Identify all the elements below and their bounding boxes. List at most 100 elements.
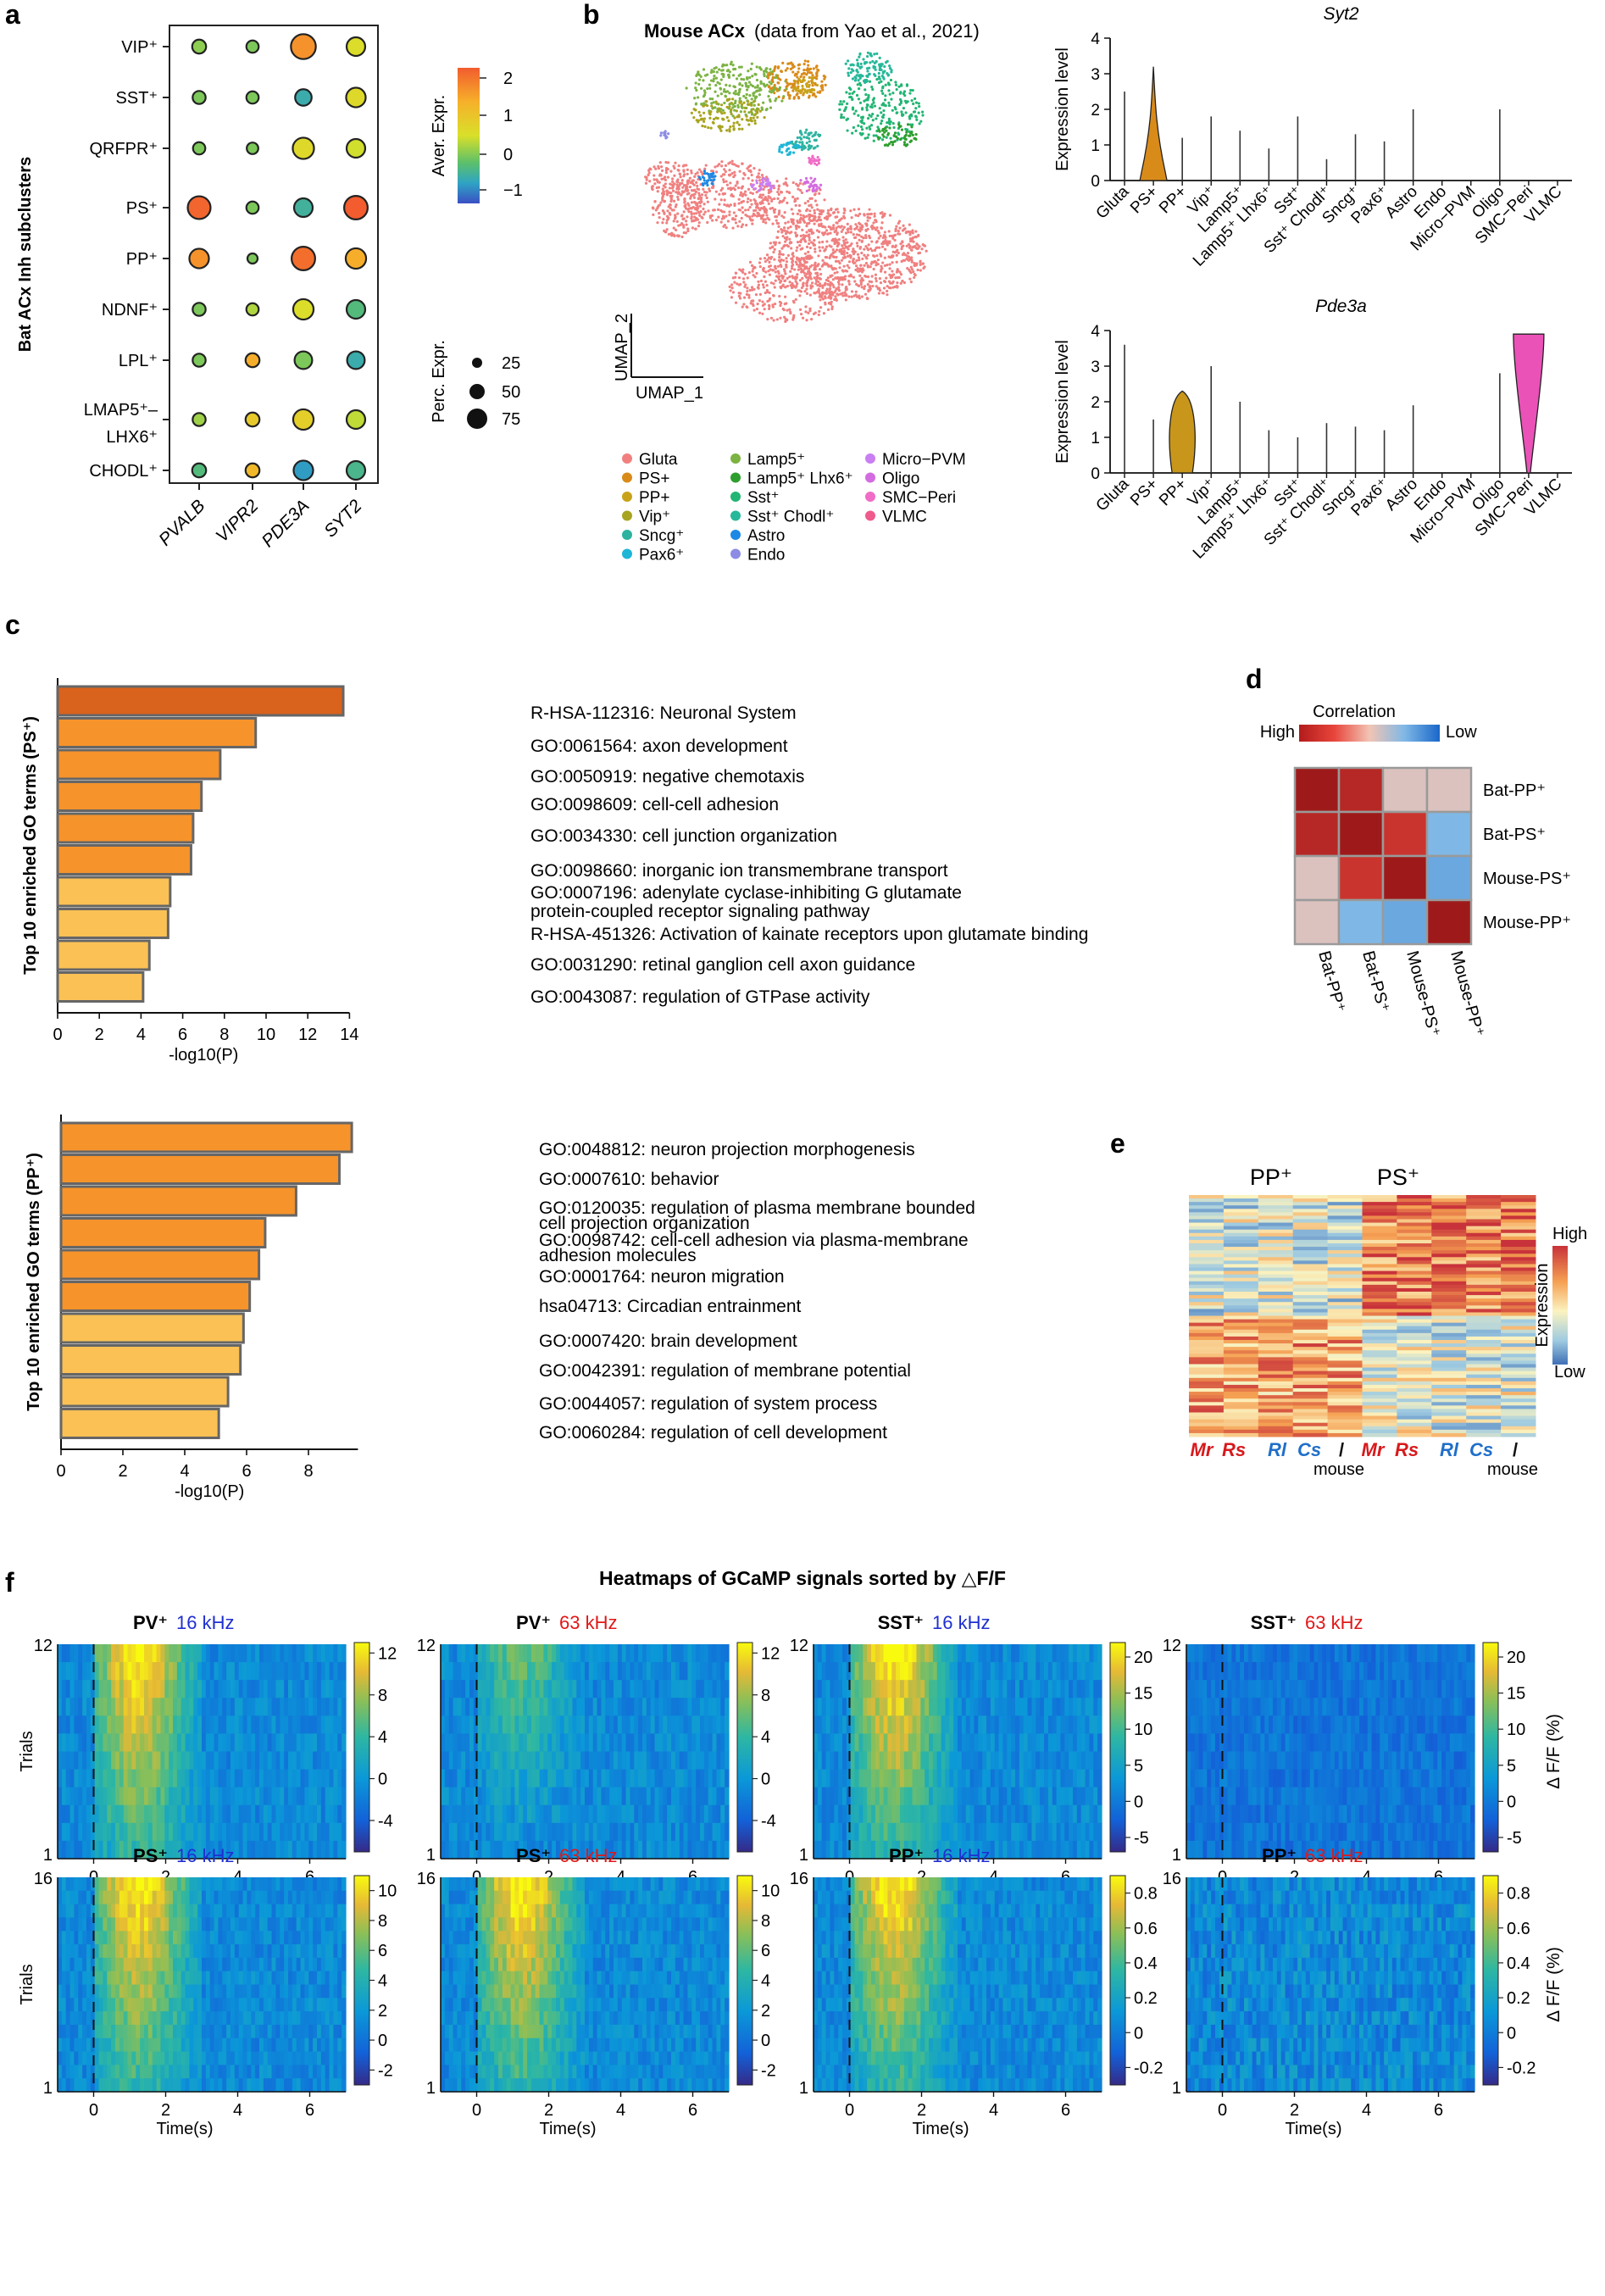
- umap-point: [864, 245, 868, 248]
- expr-cell: [1397, 1432, 1432, 1437]
- gcamp-cell: [247, 1662, 252, 1681]
- umap-point: [900, 247, 903, 251]
- gcamp-cell: [308, 1680, 314, 1698]
- gcamp-cell: [176, 1644, 182, 1663]
- umap-point: [881, 92, 885, 95]
- expr-cell: [1466, 1222, 1502, 1227]
- expr-cell: [1466, 1226, 1502, 1231]
- expr-cell: [1466, 1329, 1502, 1334]
- legend-swatch: [622, 472, 632, 483]
- gcamp-cell: [222, 1840, 227, 1860]
- umap-point: [774, 65, 777, 69]
- umap-point: [761, 283, 765, 286]
- umap-point: [679, 223, 682, 226]
- expr-cell: [1223, 1236, 1259, 1241]
- plot-frame: [169, 25, 379, 484]
- umap-point: [702, 68, 706, 71]
- umap-point: [803, 252, 808, 255]
- corr-cell: [1337, 766, 1385, 814]
- expr-cell: [1292, 1326, 1329, 1331]
- umap-point: [826, 208, 830, 212]
- umap-point: [847, 67, 851, 70]
- expr-cell: [1327, 1319, 1363, 1324]
- umap-point: [849, 209, 852, 213]
- umap-point: [669, 207, 672, 210]
- expr-cell: [1466, 1377, 1502, 1382]
- expr-cell: [1362, 1384, 1397, 1389]
- umap-point: [872, 97, 876, 100]
- expr-cell: [1327, 1384, 1363, 1389]
- expr-cell: [1397, 1254, 1432, 1258]
- umap-point: [812, 147, 816, 150]
- umap-point: [911, 88, 914, 92]
- expr-cell: [1397, 1315, 1432, 1320]
- umap-point: [796, 246, 799, 249]
- expr-cell: [1362, 1326, 1397, 1331]
- expr-cell: [1466, 1198, 1502, 1203]
- umap-point: [730, 172, 734, 175]
- umap-point: [658, 212, 661, 215]
- umap-point: [725, 105, 729, 109]
- umap-point: [778, 252, 781, 255]
- umap-point: [671, 180, 675, 183]
- expr-cell: [1362, 1395, 1397, 1399]
- umap-point: [712, 70, 715, 74]
- gcamp-cell: [292, 1733, 297, 1753]
- gcamp-cell: [313, 1769, 318, 1788]
- gcamp-cell: [127, 1822, 133, 1842]
- umap-point: [892, 134, 896, 137]
- expr-cell: [1223, 1426, 1259, 1431]
- umap-point: [663, 212, 666, 215]
- gcamp-cell: [140, 1822, 145, 1842]
- umap-point: [755, 206, 758, 209]
- umap-point: [719, 188, 723, 192]
- expr-cell: [1223, 1343, 1259, 1348]
- umap-point: [909, 281, 913, 284]
- umap-point: [769, 316, 774, 320]
- gcamp-cell: [176, 1804, 182, 1824]
- gcamp-cell: [325, 1680, 330, 1698]
- umap-point: [791, 63, 794, 67]
- gcamp-cell: [342, 1680, 347, 1698]
- gcamp-cell: [222, 1680, 227, 1698]
- gcamp-cell: [214, 1751, 219, 1771]
- expr-cell: [1327, 1419, 1363, 1424]
- umap-point: [788, 94, 791, 98]
- gene-label: SYT2: [320, 496, 366, 542]
- umap-point: [915, 242, 919, 246]
- umap-point: [834, 229, 838, 232]
- dotplot-panel: VIP⁺SST⁺QRFPR⁺PS⁺PP⁺NDNF⁺LPL⁺LMAP5⁺–LHX6…: [16, 25, 523, 551]
- umap-point: [899, 273, 903, 276]
- expr-cell: [1362, 1212, 1397, 1216]
- umap-point: [874, 228, 878, 231]
- umap-point: [736, 186, 741, 190]
- expr-cell: [1466, 1215, 1502, 1220]
- umap-point: [725, 180, 728, 183]
- umap-point: [757, 189, 760, 192]
- gcamp-cell: [86, 1698, 92, 1716]
- gcamp-cell: [156, 1680, 162, 1698]
- umap-point: [737, 127, 741, 131]
- gcamp-cell: [160, 1822, 165, 1842]
- umap-point: [816, 144, 819, 147]
- gcamp-cell: [242, 1715, 248, 1735]
- gcamp-cell: [119, 1822, 125, 1842]
- umap-point: [731, 97, 735, 101]
- umap-point: [799, 247, 802, 251]
- umap-point: [808, 246, 812, 250]
- umap-point: [842, 100, 846, 103]
- umap-point: [679, 193, 682, 197]
- umap-point: [828, 289, 831, 292]
- umap-point: [786, 91, 790, 94]
- umap-point: [694, 86, 697, 90]
- umap-point: [858, 238, 861, 242]
- umap-point: [830, 264, 833, 268]
- umap-point: [847, 295, 851, 298]
- umap-point: [777, 187, 780, 191]
- go-bar: [56, 939, 151, 971]
- umap-point: [805, 245, 809, 248]
- umap-point: [859, 62, 863, 65]
- expr-cell: [1327, 1302, 1363, 1306]
- umap-point: [813, 211, 817, 214]
- gcamp-cell: [218, 1662, 223, 1681]
